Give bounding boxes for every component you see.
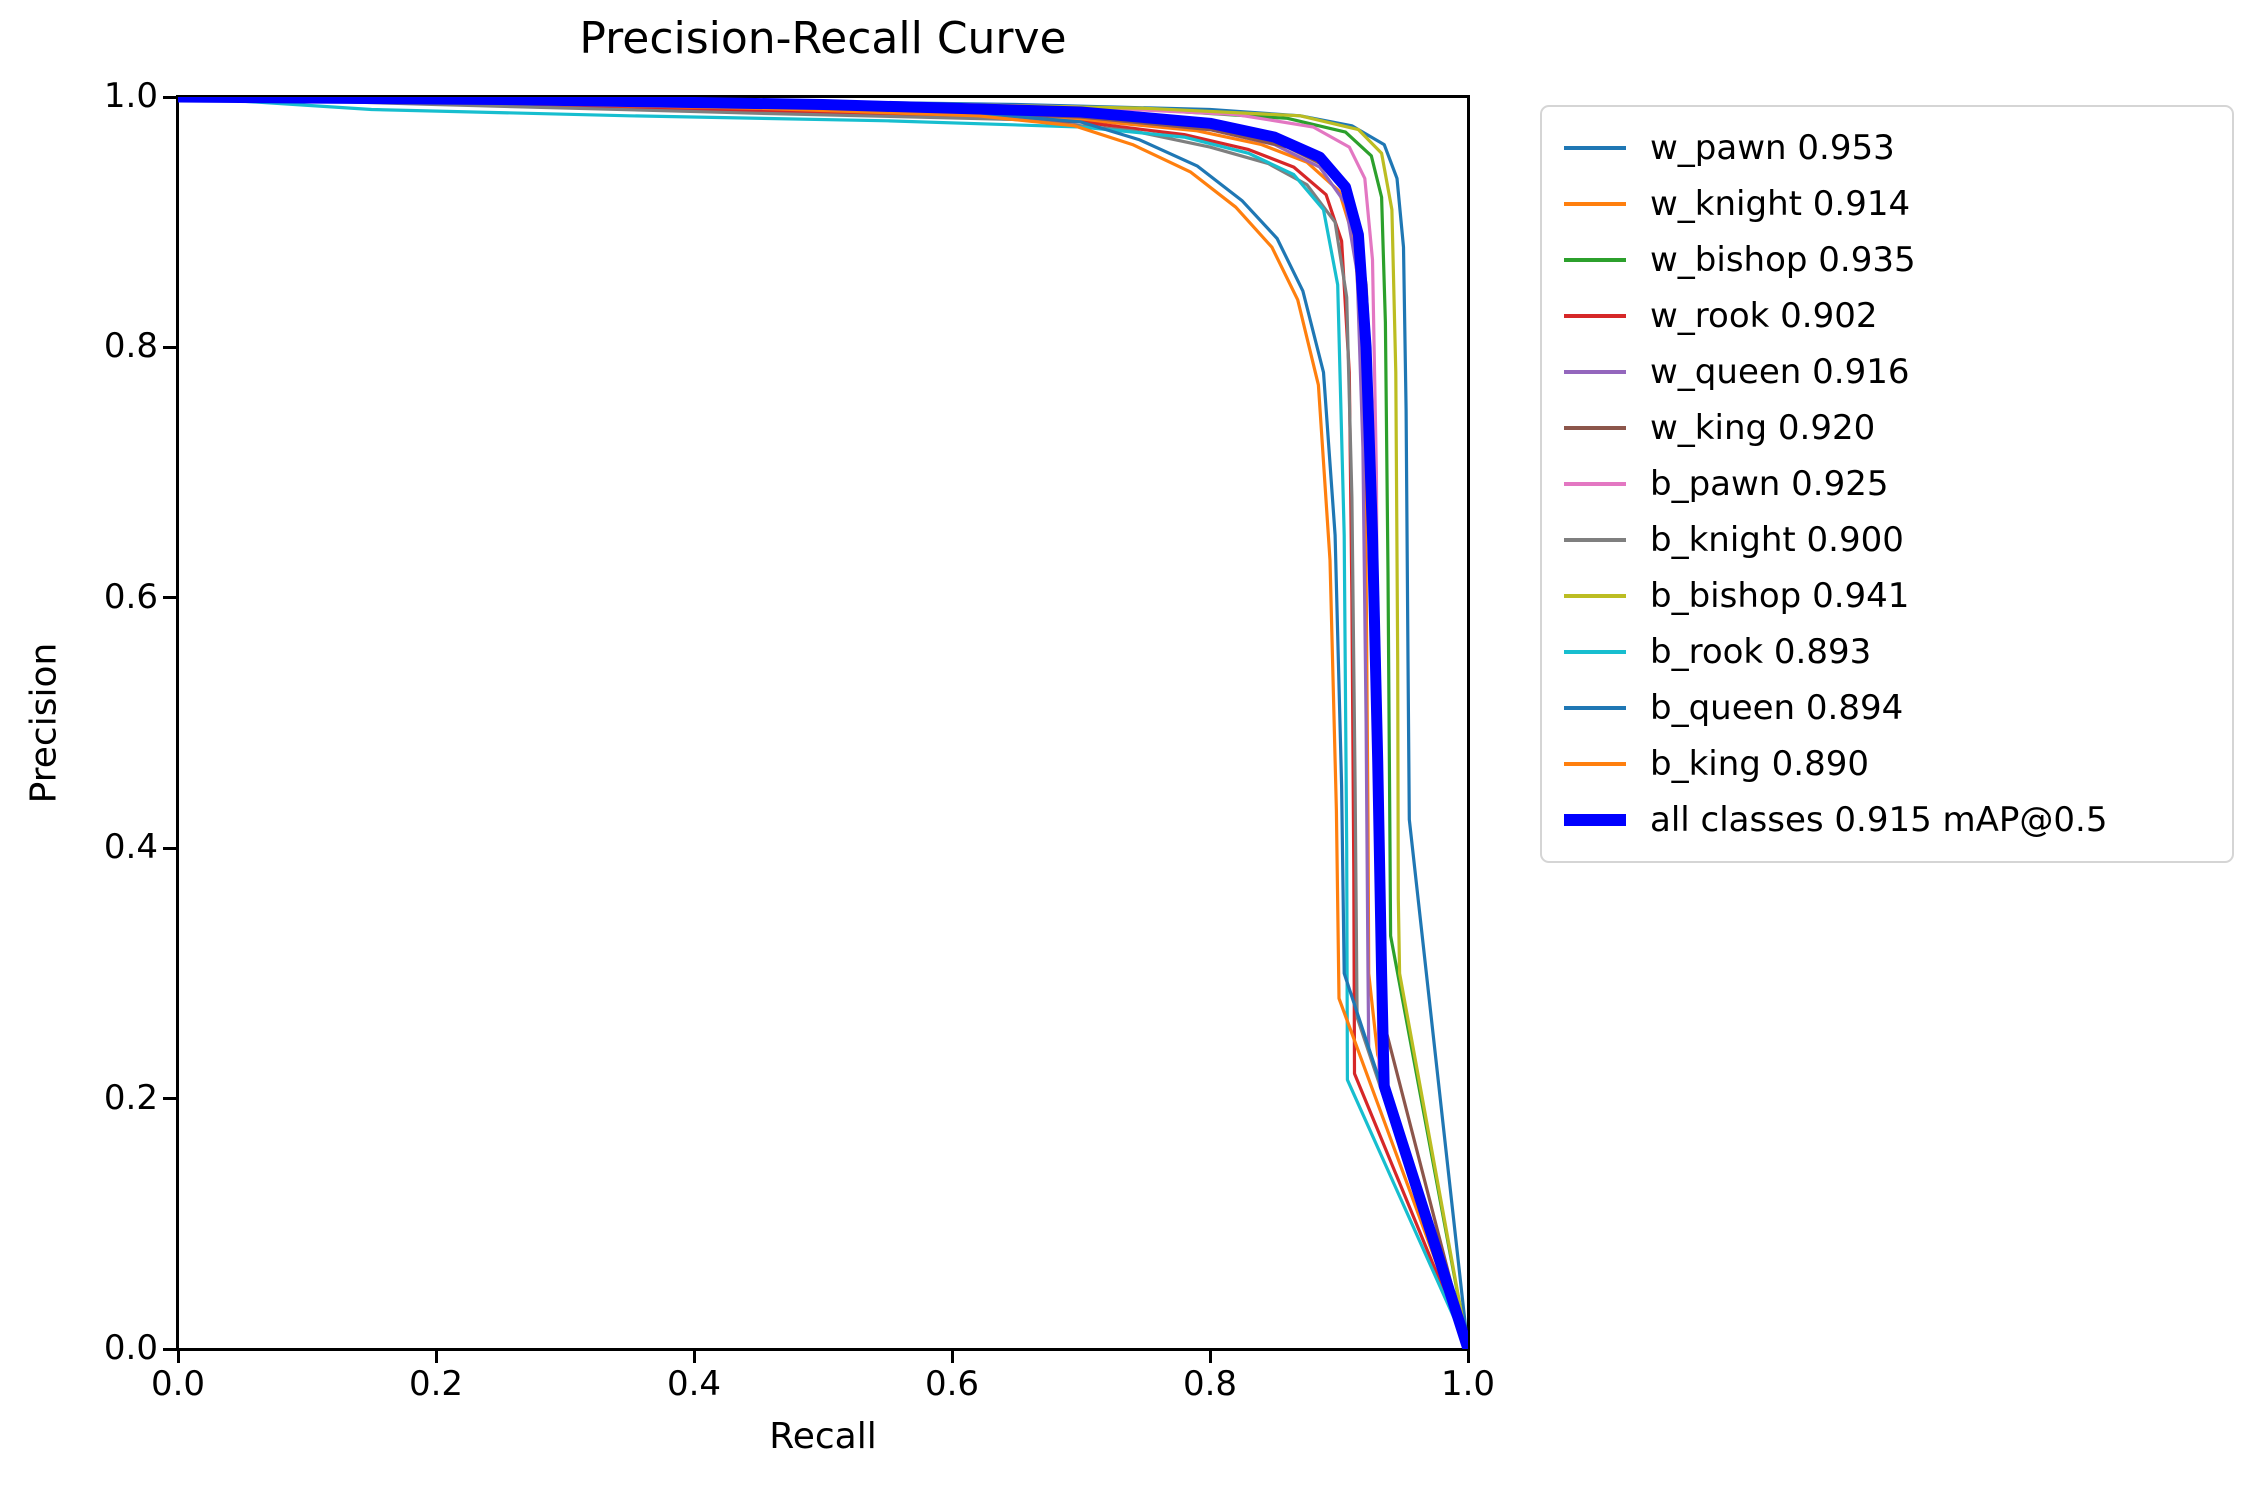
curve-w_knight [178, 97, 1468, 1349]
legend-line-sample-w_king [1564, 426, 1626, 430]
x-axis-label: Recall [769, 1416, 877, 1457]
legend-label: w_bishop 0.935 [1650, 240, 1916, 280]
x-tick-mark [1466, 1350, 1470, 1363]
legend-line-sample-w_bishop [1564, 258, 1626, 262]
legend-item-all_classes: all classes 0.915 mAP@0.5 [1564, 792, 2222, 848]
x-tick-label: 1.0 [1440, 1364, 1496, 1404]
x-tick-mark [176, 1350, 180, 1363]
legend-item-w_knight: w_knight 0.914 [1564, 176, 2222, 232]
curve-w_bishop [178, 97, 1468, 1349]
legend-label: b_rook 0.893 [1650, 632, 1872, 672]
legend-item-b_pawn: b_pawn 0.925 [1564, 456, 2222, 512]
legend-label: b_queen 0.894 [1650, 688, 1904, 728]
legend-line-sample-w_rook [1564, 314, 1626, 318]
legend-line-sample-b_rook [1564, 650, 1626, 654]
x-tick-label: 0.6 [924, 1364, 980, 1404]
plot-area-frame [176, 95, 1470, 1351]
x-tick-mark [1208, 1350, 1212, 1363]
legend-item-b_queen: b_queen 0.894 [1564, 680, 2222, 736]
y-tick-label: 0.6 [103, 577, 158, 617]
legend-item-w_pawn: w_pawn 0.953 [1564, 120, 2222, 176]
y-tick-label: 1.0 [103, 76, 158, 116]
y-tick-label: 0.8 [103, 326, 158, 366]
curve-b_bishop [178, 97, 1468, 1349]
y-tick-mark [163, 596, 176, 600]
legend-line-sample-b_pawn [1564, 482, 1626, 486]
curve-b_rook [178, 97, 1468, 1349]
legend-line-sample-w_queen [1564, 370, 1626, 374]
legend-item-b_knight: b_knight 0.900 [1564, 512, 2222, 568]
y-tick-mark [163, 95, 176, 99]
x-tick-label: 0.8 [1182, 1364, 1238, 1404]
x-tick-mark [692, 1350, 696, 1363]
legend-item-w_rook: w_rook 0.902 [1564, 288, 2222, 344]
y-axis-label: Precision [23, 642, 65, 804]
legend-label: w_knight 0.914 [1650, 184, 1911, 224]
x-tick-mark [950, 1350, 954, 1363]
curve-w_king [178, 97, 1468, 1349]
legend-line-sample-b_knight [1564, 538, 1626, 542]
legend-label: b_knight 0.900 [1650, 520, 1904, 560]
y-tick-mark [163, 1347, 176, 1351]
pr-curves-plot [178, 97, 1468, 1349]
legend-line-sample-b_bishop [1564, 594, 1626, 598]
legend-line-sample-all_classes [1564, 814, 1626, 826]
legend-line-sample-w_pawn [1564, 146, 1626, 150]
legend-item-b_king: b_king 0.890 [1564, 736, 2222, 792]
curve-b_knight [178, 97, 1468, 1349]
x-tick-mark [434, 1350, 438, 1363]
y-tick-label: 0.0 [103, 1328, 158, 1368]
legend-line-sample-b_king [1564, 762, 1626, 766]
legend-label: w_king 0.920 [1650, 408, 1876, 448]
legend-label: b_king 0.890 [1650, 744, 1869, 784]
legend: w_pawn 0.953 w_knight 0.914 w_bishop 0.9… [1540, 105, 2234, 863]
curve-all_classes [178, 97, 1468, 1349]
legend-item-w_king: w_king 0.920 [1564, 400, 2222, 456]
legend-item-b_bishop: b_bishop 0.941 [1564, 568, 2222, 624]
legend-label: all classes 0.915 mAP@0.5 [1650, 800, 2108, 840]
legend-label: b_bishop 0.941 [1650, 576, 1910, 616]
x-tick-label: 0.2 [408, 1364, 464, 1404]
legend-line-sample-b_queen [1564, 706, 1626, 710]
legend-item-b_rook: b_rook 0.893 [1564, 624, 2222, 680]
curve-w_rook [178, 97, 1468, 1349]
y-tick-mark [163, 1097, 176, 1101]
chart-title: Precision-Recall Curve [579, 13, 1067, 64]
legend-label: w_queen 0.916 [1650, 352, 1910, 392]
x-tick-label: 0.4 [666, 1364, 722, 1404]
y-tick-label: 0.4 [103, 827, 158, 867]
curve-w_pawn [178, 97, 1468, 1349]
y-tick-label: 0.2 [103, 1078, 158, 1118]
curve-b_queen [178, 97, 1468, 1349]
legend-label: w_rook 0.902 [1650, 296, 1878, 336]
y-tick-mark [163, 345, 176, 349]
x-tick-label: 0.0 [150, 1364, 206, 1404]
curve-w_queen [178, 97, 1468, 1349]
curve-b_pawn [178, 97, 1468, 1349]
legend-label: w_pawn 0.953 [1650, 128, 1895, 168]
legend-item-w_queen: w_queen 0.916 [1564, 344, 2222, 400]
legend-line-sample-w_knight [1564, 202, 1626, 206]
legend-item-w_bishop: w_bishop 0.935 [1564, 232, 2222, 288]
curve-b_king [178, 97, 1468, 1349]
legend-label: b_pawn 0.925 [1650, 464, 1889, 504]
y-tick-mark [163, 846, 176, 850]
